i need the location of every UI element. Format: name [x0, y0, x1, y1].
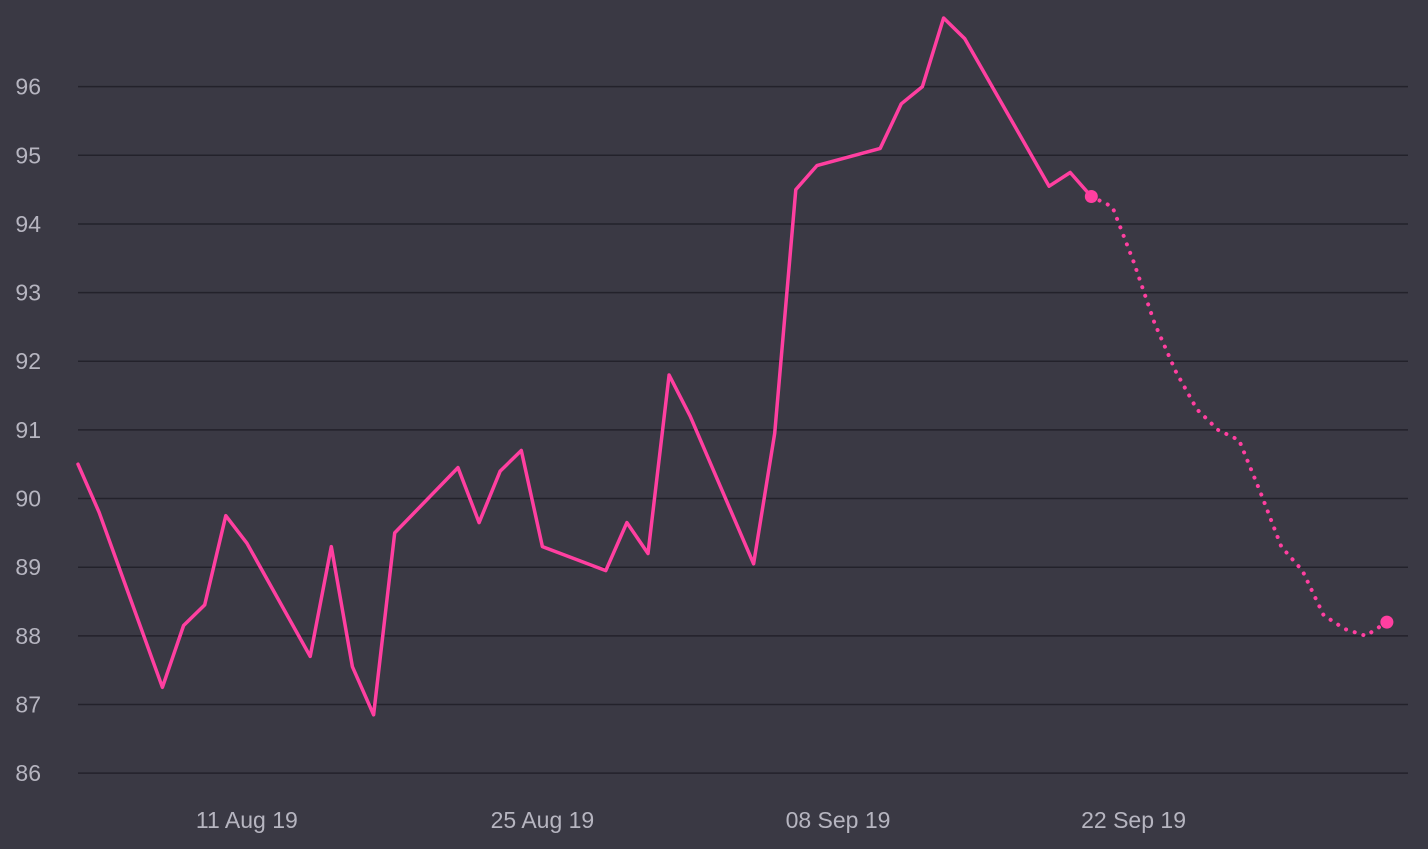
y-tick-label: 90 [15, 486, 41, 512]
actual-series-line [76, 16, 1094, 717]
grid-layer [78, 85, 1408, 774]
y-tick-label: 94 [15, 211, 41, 237]
y-tick-label: 88 [15, 623, 41, 649]
y-tick-label: 89 [15, 554, 41, 580]
series-layer [76, 16, 1389, 717]
x-tick-label: 08 Sep 19 [786, 807, 891, 833]
y-tick-label: 95 [15, 142, 41, 168]
forecast-end-marker [1380, 615, 1394, 629]
x-tick-label: 22 Sep 19 [1081, 807, 1186, 833]
marker-layer [1084, 189, 1394, 629]
x-axis: 11 Aug 19 25 Aug 19 08 Sep 19 22 Sep 19 [196, 807, 1186, 833]
y-tick-label: 93 [15, 280, 41, 306]
y-tick-label: 92 [15, 348, 41, 374]
x-tick-label: 25 Aug 19 [491, 807, 595, 833]
forecast-start-marker [1084, 189, 1098, 203]
forecast-series-line [1089, 194, 1389, 638]
x-tick-label: 11 Aug 19 [196, 807, 298, 833]
y-tick-label: 86 [15, 760, 41, 786]
y-tick-label: 87 [15, 691, 41, 717]
y-tick-label: 96 [15, 74, 41, 100]
y-tick-label: 91 [15, 417, 41, 443]
y-axis: 86 87 88 89 90 91 92 93 94 95 96 [15, 74, 41, 786]
